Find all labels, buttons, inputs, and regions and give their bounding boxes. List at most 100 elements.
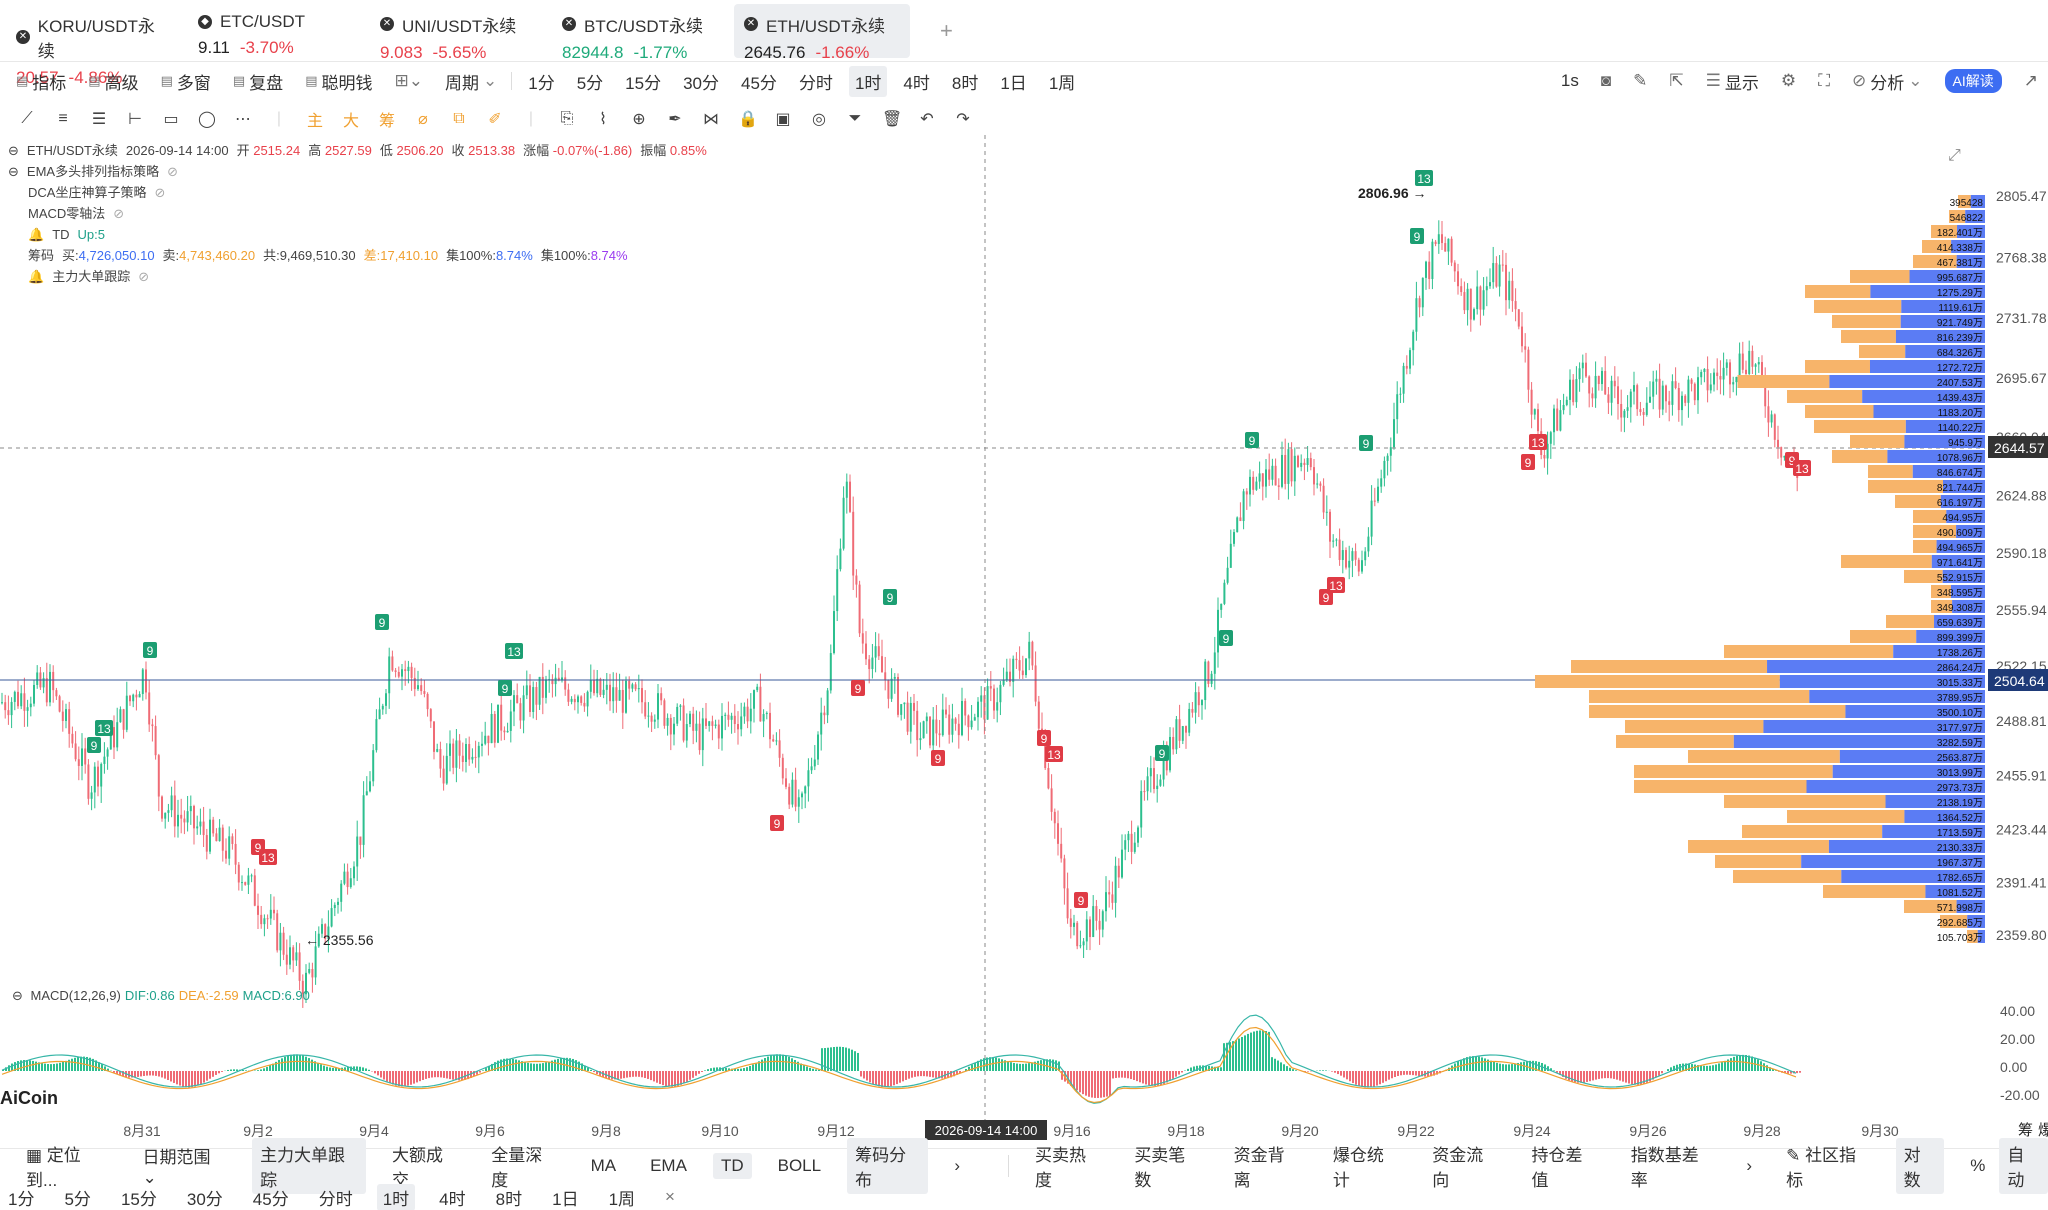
period-5分[interactable]: 5分 xyxy=(576,73,604,93)
period-1时[interactable]: 1时 xyxy=(848,65,888,97)
period-1分[interactable]: 1分 xyxy=(528,73,555,93)
ai-interpret-button[interactable]: AI解读 xyxy=(1939,66,2008,96)
eye-hide-icon[interactable]: ⊘ xyxy=(113,206,125,221)
data-panel-toggle[interactable]: 买卖热度 xyxy=(1035,1145,1087,1190)
trash-icon[interactable]: 🗑 xyxy=(882,111,903,128)
camera-icon[interactable]: ◙ xyxy=(1600,71,1612,90)
undo-icon[interactable]: ↶ xyxy=(920,111,934,128)
collapse-icon[interactable]: ⊖ xyxy=(8,164,19,179)
copy-icon[interactable]: ⧉ xyxy=(453,110,465,127)
indicator-toggle[interactable]: 筹码分布 xyxy=(847,1137,929,1194)
layout-select[interactable]: ⊞⌄ xyxy=(394,71,423,90)
analysis-button[interactable]: ⊘ 分析 ⌄ xyxy=(1852,71,1923,93)
filter-icon[interactable]: ⏷ xyxy=(848,110,862,127)
period-4时[interactable]: 4时 xyxy=(439,1189,466,1209)
period-8时[interactable]: 8时 xyxy=(495,1189,523,1209)
line-tool-icon[interactable]: ⟋ xyxy=(21,110,33,127)
bell-icon[interactable]: 🔔 xyxy=(28,269,45,284)
toolbar-item[interactable]: ▤ 复盘 xyxy=(232,73,284,93)
period-1周[interactable]: 1周 xyxy=(608,1189,636,1209)
data-panel-toggle[interactable]: 资金背离 xyxy=(1233,1145,1285,1190)
bell-icon[interactable]: 🔔 xyxy=(28,227,45,242)
redo-icon[interactable]: ↷ xyxy=(956,111,970,128)
close-icon[interactable]: × xyxy=(665,1187,675,1206)
tab-KORU/USDT永续[interactable]: ✕ KORU/USDT永续 20.57 -4.86% xyxy=(6,4,182,87)
eye-hide-icon[interactable]: ⊘ xyxy=(167,164,178,179)
data-panel-toggle[interactable]: 指数基差率 xyxy=(1630,1145,1699,1190)
community-indicator-button[interactable]: ✎ 社区指标 xyxy=(1786,1145,1857,1190)
chevron-right-icon[interactable]: › xyxy=(1746,1155,1753,1175)
period-15分[interactable]: 15分 xyxy=(625,73,662,93)
refresh-rate[interactable]: 1s xyxy=(1560,71,1579,90)
ray-tool-icon[interactable]: ⊢ xyxy=(128,111,142,128)
indicator-toggle[interactable]: EMA xyxy=(650,1155,687,1175)
tab-UNI/USDT永续[interactable]: ✕ UNI/USDT永续 9.083 -5.65% xyxy=(370,4,546,62)
data-panel-toggle[interactable]: 买卖笔数 xyxy=(1134,1145,1186,1190)
indicator-toggle[interactable]: BOLL xyxy=(777,1155,822,1175)
period-5分[interactable]: 5分 xyxy=(64,1189,91,1209)
indicator-toggle[interactable]: TD xyxy=(712,1152,752,1179)
more-icon[interactable]: ⋯ xyxy=(235,111,251,128)
log-scale-toggle[interactable]: 对数 xyxy=(1895,1137,1945,1194)
data-panel-toggle[interactable]: 爆仓统计 xyxy=(1332,1145,1384,1190)
quick-indicator-2[interactable]: 筹 xyxy=(378,113,395,130)
percent-scale-toggle[interactable]: % xyxy=(1970,1155,1986,1175)
clipboard-icon[interactable]: ⎘ xyxy=(560,110,574,127)
date-range-select[interactable]: 日期范围 ⌄ xyxy=(142,1148,211,1187)
brush-icon[interactable]: ✐ xyxy=(488,111,502,128)
period-45分[interactable]: 45分 xyxy=(741,73,777,93)
period-分时[interactable]: 分时 xyxy=(798,73,833,93)
data-panel-toggle[interactable]: 资金流向 xyxy=(1432,1145,1484,1190)
ellipse-tool-icon[interactable]: ◯ xyxy=(198,111,216,128)
eye-hide-icon[interactable]: ⊘ xyxy=(138,269,150,284)
tab-ETH/USDT永续[interactable]: ✕ ETH/USDT永续 2645.76 -1.66% xyxy=(734,3,910,62)
pencil-icon[interactable]: ✎ xyxy=(1633,71,1648,90)
period-8时[interactable]: 8时 xyxy=(951,73,979,93)
period-分时[interactable]: 分时 xyxy=(318,1189,353,1209)
eraser-icon[interactable]: ⌀ xyxy=(418,111,428,128)
toolbar-item[interactable]: ▤ 指标 xyxy=(16,73,67,93)
period-1时[interactable]: 1时 xyxy=(376,1183,416,1210)
hline-tool-icon[interactable]: ≡ xyxy=(58,110,68,127)
chevron-right-icon[interactable]: › xyxy=(954,1155,961,1175)
expand-icon[interactable]: ⤢ xyxy=(1948,147,1961,164)
zoom-icon[interactable]: ⊕ xyxy=(632,111,646,128)
locate-button[interactable]: ▦ 定位到... xyxy=(26,1145,81,1190)
indicator-toggle[interactable]: 主力大单跟踪 xyxy=(252,1137,366,1194)
indicator-toggle[interactable]: 全量深度 xyxy=(491,1145,543,1190)
price-chart[interactable]: 395428 546822 182.401万 414.338万 467.381万 995.… xyxy=(0,135,2048,1147)
collapse-icon[interactable]: ⊖ xyxy=(8,143,19,158)
period-select[interactable]: 周期 ⌄ xyxy=(444,71,498,93)
auto-scale-toggle[interactable]: 自动 xyxy=(1999,1137,2048,1194)
period-45分[interactable]: 45分 xyxy=(252,1189,289,1209)
marker-icon[interactable]: ✒ xyxy=(668,111,682,128)
eye-hide-icon[interactable]: ⊘ xyxy=(154,185,166,200)
period-15分[interactable]: 15分 xyxy=(120,1189,157,1209)
ruler-icon[interactable]: ⌇ xyxy=(599,111,607,128)
period-1日[interactable]: 1日 xyxy=(552,1189,579,1209)
tab-ETC/USDT[interactable]: ◆ ETC/USDT 9.11 -3.70% xyxy=(188,4,364,58)
rect-tool-icon[interactable]: ▭ xyxy=(163,111,179,128)
share-icon[interactable]: ⇱ xyxy=(1669,71,1684,90)
quick-indicator-0[interactable]: 主 xyxy=(306,113,323,130)
toolbar-item[interactable]: ▤ 高级 xyxy=(88,73,139,93)
trend-icon[interactable]: ↗ xyxy=(2023,71,2038,90)
magnet-icon[interactable]: ⋈ xyxy=(703,111,719,128)
fullscreen-icon[interactable]: ⛶ xyxy=(1818,71,1831,90)
quick-indicator-1[interactable]: 大 xyxy=(342,113,359,130)
lock-icon[interactable]: 🔒 xyxy=(738,111,758,128)
display-button[interactable]: ☰ 显示 xyxy=(1705,71,1759,93)
settings-icon[interactable]: ⚙ xyxy=(1780,71,1797,90)
hide-icon[interactable]: ◎ xyxy=(812,111,826,128)
tab-BTC/USDT永续[interactable]: ✕ BTC/USDT永续 82944.8 -1.77% xyxy=(552,4,728,62)
period-1分[interactable]: 1分 xyxy=(8,1189,35,1209)
toolbar-item[interactable]: ▤ 聪明钱 xyxy=(305,73,373,93)
toolbar-item[interactable]: ▤ 多窗 xyxy=(160,73,211,93)
indicator-toggle[interactable]: MA xyxy=(590,1155,617,1175)
period-30分[interactable]: 30分 xyxy=(186,1189,223,1209)
add-tab-icon[interactable]: + xyxy=(940,17,953,43)
template-icon[interactable]: ▣ xyxy=(775,111,791,128)
channel-tool-icon[interactable]: ☰ xyxy=(91,111,107,128)
data-panel-toggle[interactable]: 持仓差值 xyxy=(1531,1145,1583,1190)
period-1日[interactable]: 1日 xyxy=(1000,73,1027,93)
